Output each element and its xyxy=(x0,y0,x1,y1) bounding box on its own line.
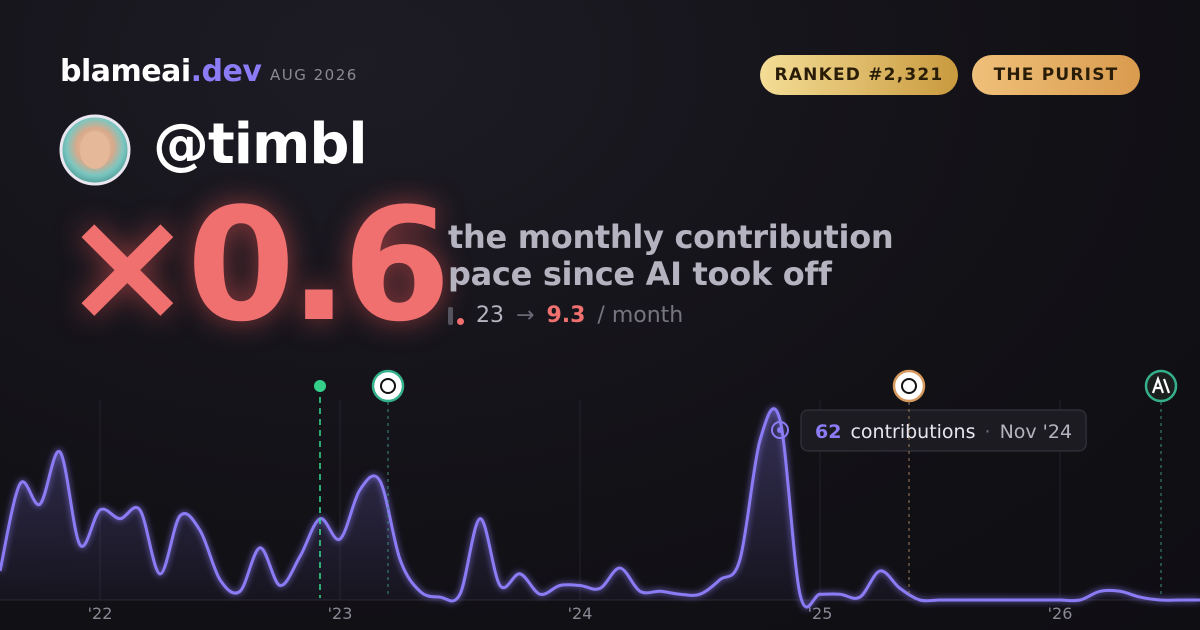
brand-name: blameai xyxy=(60,54,191,89)
stats: 23 → 9.3 / month xyxy=(448,303,683,328)
arrow: → xyxy=(516,303,535,328)
caption-line: the monthly contribution xyxy=(448,218,894,256)
after-value: 9.3 xyxy=(546,303,586,328)
tooltip: 62 contributions · Nov '24 xyxy=(800,409,1087,452)
before-value: 23 xyxy=(476,303,504,328)
x-tick-label: '26 xyxy=(1048,604,1073,623)
x-tick-label: '22 xyxy=(88,604,113,623)
line xyxy=(0,407,1200,609)
title-badge: THE PURIST xyxy=(972,55,1140,95)
tooltip-value: 62 xyxy=(815,421,841,443)
brand: blameai.dev xyxy=(60,54,262,89)
tooltip-text: 62 contributions · Nov '24 xyxy=(815,421,1072,443)
event-icon xyxy=(1144,369,1178,403)
event-icon xyxy=(371,369,405,403)
peak-marker xyxy=(771,421,789,439)
tooltip-label: contributions xyxy=(850,421,975,443)
peak-dot xyxy=(777,427,783,433)
event-icon xyxy=(892,369,926,403)
stats-icon xyxy=(448,306,464,325)
event-dot xyxy=(314,380,326,392)
tooltip-date: Nov '24 xyxy=(1000,421,1073,443)
avatar-face xyxy=(80,131,110,169)
tooltip-separator: · xyxy=(985,421,991,443)
tooltip-box xyxy=(800,409,1087,452)
multiplier: ×0.6 xyxy=(62,174,451,356)
x-tick-label: '24 xyxy=(568,604,593,623)
x-tick-label: '23 xyxy=(328,604,353,623)
handle: @timbl xyxy=(153,112,368,177)
x-tick-label: '25 xyxy=(808,604,833,623)
brand-tld: .dev xyxy=(190,54,262,89)
chart: '22 '23 '24 '25 '26 62 contributions · Nov '24 xyxy=(0,400,1200,623)
rank-badge: RANKED #2,321 xyxy=(760,55,958,95)
caption-line: pace since AI took off xyxy=(448,255,832,293)
date: AUG 2026 xyxy=(270,66,358,84)
unit: / month xyxy=(597,303,684,328)
